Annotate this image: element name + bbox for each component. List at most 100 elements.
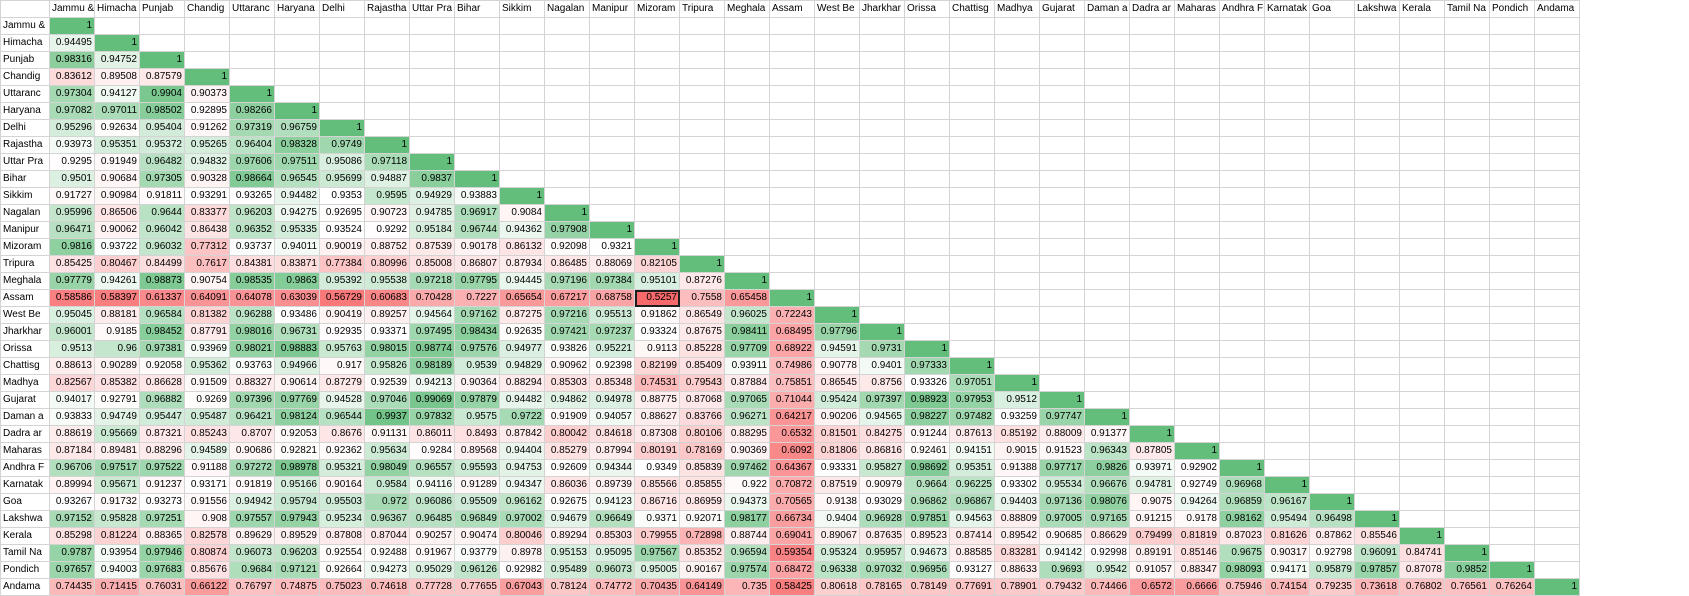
value-cell[interactable]: 0.76561 [1444,578,1490,596]
value-cell[interactable]: 0.91388 [994,459,1040,477]
empty-cell[interactable] [229,17,275,35]
value-cell[interactable]: 1 [319,119,365,137]
value-cell[interactable]: 0.87044 [364,527,410,545]
value-cell[interactable]: 0.92902 [1174,459,1220,477]
empty-cell[interactable] [1444,408,1490,426]
empty-cell[interactable] [319,34,365,52]
empty-cell[interactable] [1219,51,1265,69]
value-cell[interactable]: 1 [1219,459,1265,477]
value-cell[interactable]: 0.70872 [769,476,815,494]
value-cell[interactable]: 0.84499 [139,255,185,273]
empty-cell[interactable] [1354,153,1400,171]
value-cell[interactable]: 0.94116 [409,476,455,494]
value-cell[interactable]: 0.8978 [499,544,545,562]
empty-cell[interactable] [454,85,500,103]
value-cell[interactable]: 0.90062 [94,221,140,239]
value-cell[interactable]: 0.98923 [904,391,950,409]
empty-cell[interactable] [679,238,725,256]
value-cell[interactable]: 0.9584 [364,476,410,494]
empty-cell[interactable] [1489,289,1535,307]
value-cell[interactable]: 0.9904 [139,85,185,103]
empty-cell[interactable] [1084,289,1130,307]
column-header-cell[interactable]: Rajastha [364,0,410,18]
value-cell[interactable]: 0.98452 [139,323,185,341]
empty-cell[interactable] [1489,357,1535,375]
value-cell[interactable]: 0.91819 [229,476,275,494]
value-cell[interactable]: 0.88069 [589,255,635,273]
value-cell[interactable]: 0.93737 [229,238,275,256]
column-header-cell[interactable]: Jharkhar [859,0,905,18]
value-cell[interactable]: 0.96338 [814,561,860,579]
empty-cell[interactable] [724,238,770,256]
value-cell[interactable]: 0.64217 [769,408,815,426]
value-cell[interactable]: 0.75851 [769,374,815,392]
value-cell[interactable]: 0.9816 [49,238,95,256]
empty-cell[interactable] [1219,425,1265,443]
value-cell[interactable]: 0.96288 [229,306,275,324]
value-cell[interactable]: 0.9401 [859,357,905,375]
empty-cell[interactable] [1309,51,1355,69]
value-cell[interactable]: 0.97796 [814,323,860,341]
empty-cell[interactable] [1444,340,1490,358]
empty-cell[interactable] [1534,476,1580,494]
empty-cell[interactable] [1219,442,1265,460]
empty-cell[interactable] [994,204,1040,222]
value-cell[interactable]: 0.80046 [499,527,545,545]
value-cell[interactable]: 0.94123 [589,493,635,511]
empty-cell[interactable] [724,51,770,69]
empty-cell[interactable] [499,85,545,103]
empty-cell[interactable] [814,272,860,290]
empty-cell[interactable] [769,187,815,205]
value-cell[interactable]: 0.94127 [94,85,140,103]
empty-cell[interactable] [1534,306,1580,324]
value-cell[interactable]: 0.70428 [409,289,455,307]
value-cell[interactable]: 0.79543 [679,374,725,392]
value-cell[interactable]: 0.96968 [1219,476,1265,494]
value-cell[interactable]: 0.96594 [724,544,770,562]
value-cell[interactable]: 0.70565 [769,493,815,511]
value-cell[interactable]: 0.88627 [634,408,680,426]
empty-cell[interactable] [1534,459,1580,477]
value-cell[interactable]: 0.87791 [184,323,230,341]
empty-cell[interactable] [1129,204,1175,222]
value-cell[interactable]: 0.87884 [724,374,770,392]
empty-cell[interactable] [1084,170,1130,188]
empty-cell[interactable] [904,153,950,171]
empty-cell[interactable] [1129,221,1175,239]
empty-cell[interactable] [409,17,455,35]
empty-cell[interactable] [1534,85,1580,103]
value-cell[interactable]: 1 [184,68,230,86]
value-cell[interactable]: 0.96203 [229,204,275,222]
value-cell[interactable]: 0.80618 [814,578,860,596]
empty-cell[interactable] [1489,323,1535,341]
empty-cell[interactable] [544,170,590,188]
value-cell[interactable]: 0.97136 [1039,493,1085,511]
value-cell[interactable]: 0.60683 [364,289,410,307]
empty-cell[interactable] [769,102,815,120]
value-cell[interactable]: 0.9513 [49,340,95,358]
empty-cell[interactable] [1444,238,1490,256]
empty-cell[interactable] [1264,391,1310,409]
empty-cell[interactable] [1084,187,1130,205]
value-cell[interactable]: 0.87068 [679,391,725,409]
empty-cell[interactable] [1399,238,1445,256]
value-cell[interactable]: 0.95447 [139,408,185,426]
value-cell[interactable]: 0.97779 [49,272,95,290]
empty-cell[interactable] [274,51,320,69]
value-cell[interactable]: 0.9321 [589,238,635,256]
empty-cell[interactable] [1309,306,1355,324]
value-cell[interactable]: 0.97272 [229,459,275,477]
empty-cell[interactable] [1534,119,1580,137]
value-cell[interactable]: 0.9113 [634,340,680,358]
value-cell[interactable]: 1 [94,34,140,52]
value-cell[interactable]: 0.89523 [904,527,950,545]
value-cell[interactable]: 0.93524 [319,221,365,239]
empty-cell[interactable] [1084,34,1130,52]
value-cell[interactable]: 0.91215 [1129,510,1175,528]
empty-cell[interactable] [364,51,410,69]
value-cell[interactable]: 0.97152 [49,510,95,528]
value-cell[interactable]: 0.908 [184,510,230,528]
empty-cell[interactable] [1444,221,1490,239]
value-cell[interactable]: 0.92695 [319,204,365,222]
value-cell[interactable]: 0.97567 [634,544,680,562]
